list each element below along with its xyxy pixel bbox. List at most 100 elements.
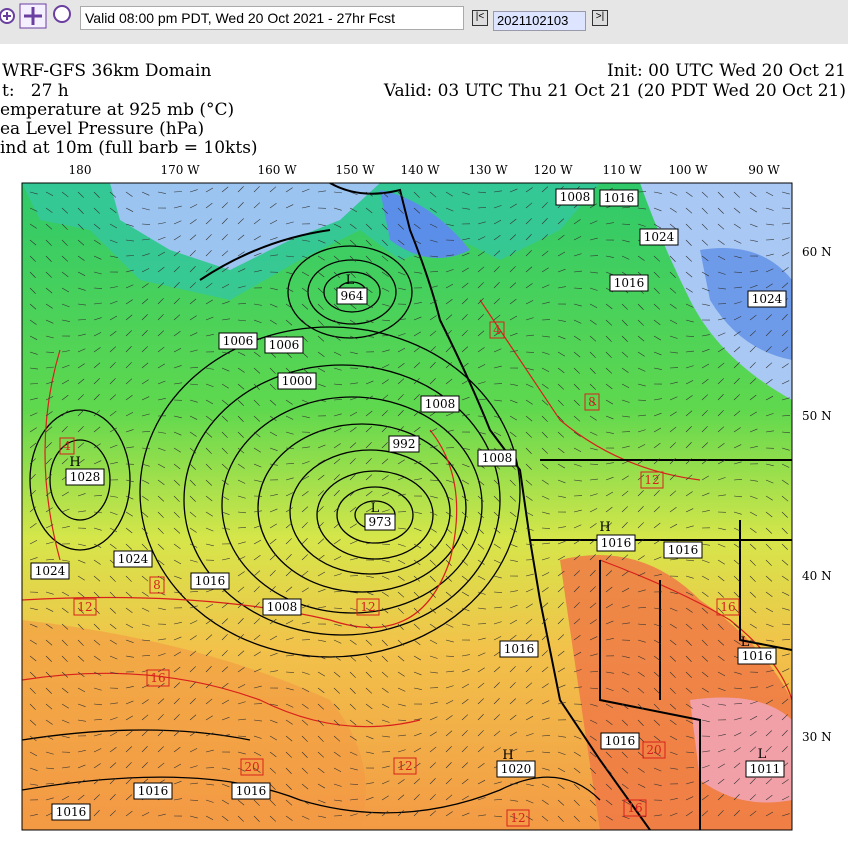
wind-barb xyxy=(717,623,724,630)
wind-barb xyxy=(605,719,613,726)
wind-barb xyxy=(717,671,726,677)
wind-barb xyxy=(589,602,597,609)
wind-barb xyxy=(77,303,86,306)
wind-barb xyxy=(573,815,580,822)
wind-barb xyxy=(269,767,277,774)
next-button[interactable]: >| xyxy=(592,10,608,26)
wind-barb xyxy=(237,751,246,755)
wind-barb xyxy=(93,607,100,614)
wind-barb xyxy=(733,591,740,598)
wind-barb xyxy=(61,719,70,724)
wind-barb xyxy=(285,570,292,577)
wind-barb xyxy=(493,205,502,209)
wind-barb xyxy=(685,559,694,562)
wind-barb xyxy=(45,426,53,433)
wind-barb xyxy=(557,251,566,257)
wind-barb xyxy=(365,380,374,385)
wind-barb xyxy=(45,639,53,646)
wind-barb xyxy=(397,493,406,497)
wind-barb xyxy=(301,271,310,277)
wind-barb xyxy=(621,239,630,243)
wind-barb xyxy=(541,666,549,673)
wind-barb xyxy=(429,731,437,737)
wind-barb xyxy=(349,239,357,246)
wind-barb xyxy=(301,506,309,513)
wind-barb xyxy=(429,207,437,213)
wind-barb xyxy=(397,591,405,598)
wind-barb xyxy=(669,351,678,354)
wind-barb xyxy=(93,591,100,598)
wind-barb xyxy=(541,527,551,529)
wind-barb xyxy=(573,751,581,757)
wind-barb xyxy=(669,474,676,481)
wind-barb xyxy=(285,187,293,193)
wind-barb xyxy=(429,255,438,258)
wind-barb xyxy=(477,314,484,321)
wind-barb xyxy=(541,602,549,609)
wind-barb xyxy=(653,335,662,341)
wind-barb xyxy=(525,202,533,209)
temperature-label: 8 xyxy=(153,578,161,592)
wind-barb xyxy=(669,558,678,561)
wind-barb xyxy=(285,735,293,742)
zoom-icons[interactable] xyxy=(0,2,80,32)
wind-barb xyxy=(637,367,646,372)
wind-barb xyxy=(525,317,534,321)
wind-barb xyxy=(749,346,756,353)
wind-barb xyxy=(461,479,470,485)
wind-barb xyxy=(589,287,598,291)
wind-barb xyxy=(125,639,134,643)
wind-barb xyxy=(221,815,229,822)
wind-barb xyxy=(509,682,516,689)
wind-barb xyxy=(221,511,230,515)
wind-barb xyxy=(525,300,534,305)
wind-barb xyxy=(269,335,277,342)
wind-barb xyxy=(573,479,582,482)
wind-barb xyxy=(77,575,85,581)
prev-button[interactable]: |< xyxy=(472,10,488,26)
wind-barb xyxy=(45,381,54,385)
wind-barb xyxy=(253,815,260,822)
wind-barb xyxy=(733,271,743,273)
wind-barb xyxy=(685,655,692,662)
wind-barb xyxy=(685,703,693,709)
wind-barb xyxy=(221,783,230,788)
wind-barb xyxy=(557,463,566,469)
wind-barb xyxy=(381,575,390,580)
wind-barb xyxy=(397,426,404,433)
wind-barb xyxy=(477,463,485,469)
wind-barb xyxy=(669,591,678,595)
wind-barb xyxy=(301,587,309,593)
wind-barb xyxy=(509,619,518,625)
run-id-box[interactable]: 2021102103 xyxy=(493,11,586,31)
wind-barb xyxy=(333,428,342,433)
wind-barb xyxy=(765,362,773,369)
wind-barb xyxy=(93,763,101,769)
wind-barb xyxy=(205,367,214,370)
field-label: ind at 10m (full barb = 10kts) xyxy=(0,138,258,158)
wind-barb xyxy=(717,378,724,385)
wind-barb xyxy=(509,559,518,562)
wind-barb xyxy=(253,415,261,422)
wind-barb xyxy=(461,314,468,321)
wind-barb xyxy=(541,815,549,822)
wind-barb xyxy=(381,687,389,693)
wind-barb xyxy=(205,447,212,454)
wind-barb xyxy=(269,237,278,241)
wind-barb xyxy=(413,623,421,630)
wind-barb xyxy=(701,191,709,198)
wind-barb xyxy=(205,479,213,486)
wind-barb xyxy=(557,319,566,322)
wind-barb xyxy=(413,410,421,417)
wind-barb xyxy=(669,319,678,324)
wind-barb xyxy=(573,219,581,225)
wind-barb xyxy=(621,687,629,693)
wind-barb xyxy=(717,362,725,369)
wind-barb xyxy=(109,346,117,353)
pressure-label-box xyxy=(747,290,787,308)
wind-barb xyxy=(157,714,164,721)
wind-barb xyxy=(445,591,453,598)
wind-barb xyxy=(301,461,310,465)
valid-time-box[interactable]: Valid 08:00 pm PDT, Wed 20 Oct 2021 - 27… xyxy=(80,6,464,30)
wind-barb xyxy=(461,575,469,582)
